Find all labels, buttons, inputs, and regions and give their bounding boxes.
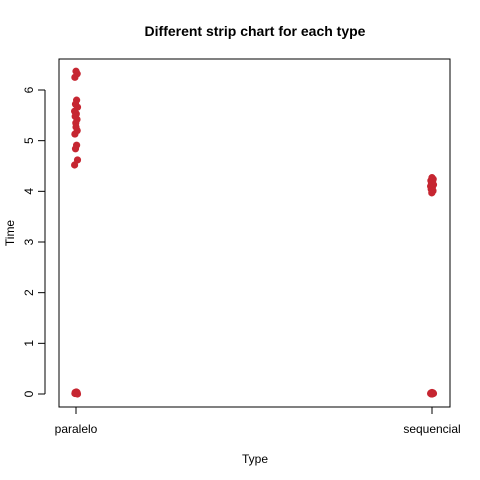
y-tick-label: 5 (22, 137, 36, 144)
data-point-paralelo (71, 145, 80, 153)
x-tick-label-sequencial: sequencial (403, 422, 460, 436)
y-tick-label: 4 (22, 188, 36, 195)
y-tick-label: 0 (22, 390, 36, 397)
y-tick-label: 6 (22, 86, 36, 93)
x-tick-label-paralelo: paralelo (55, 422, 98, 436)
y-axis: 0 1 2 3 4 5 6 (22, 86, 46, 397)
data-point-paralelo (71, 161, 79, 169)
data-point-paralelo (71, 130, 79, 138)
plot-frame (58, 58, 451, 408)
y-tick-label: 2 (22, 289, 36, 296)
y-tick-label: 3 (22, 238, 36, 245)
y-axis-label: Time (3, 220, 17, 247)
x-axis: paralelo sequencial (55, 406, 461, 436)
data-point-paralelo (71, 73, 79, 81)
y-tick-label: 1 (22, 340, 36, 347)
data-point-sequencial (427, 390, 435, 398)
chart-title: Different strip chart for each type (145, 23, 366, 39)
data-point-sequencial (428, 189, 436, 197)
data-points (71, 67, 438, 398)
data-point-paralelo (73, 390, 82, 398)
x-axis-label: Type (242, 452, 268, 466)
